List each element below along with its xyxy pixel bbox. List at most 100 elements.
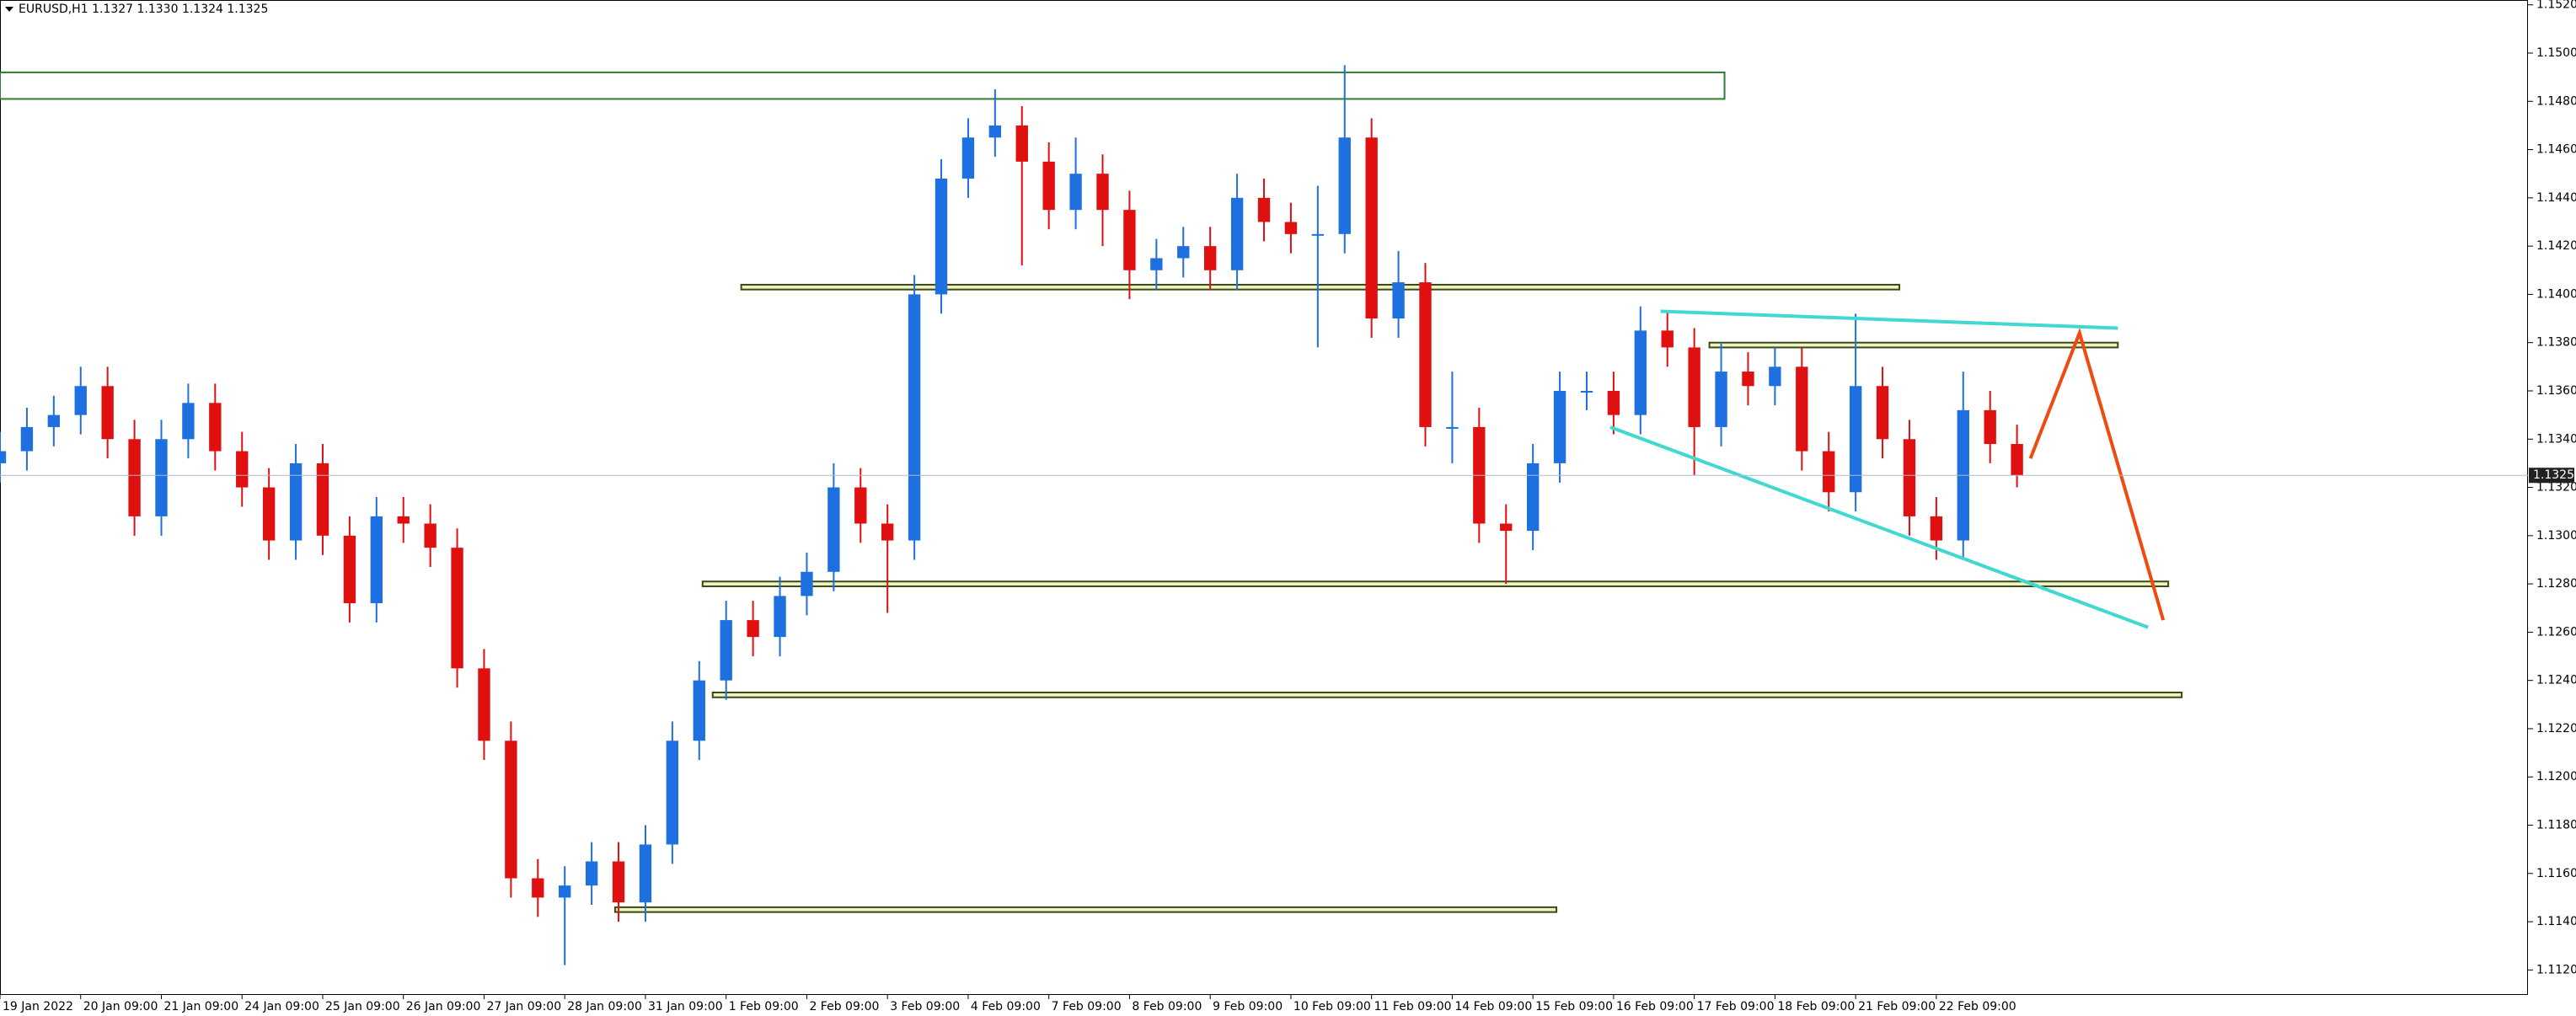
last-price-label: 1.1325: [2533, 468, 2574, 482]
candle-body: [316, 463, 329, 536]
trend-line: [2028, 328, 2166, 621]
x-tick-label: 4 Feb 09:00: [971, 1000, 1041, 1013]
y-tick-label: 1.1220: [2536, 722, 2576, 735]
x-tick-label: 11 Feb 09:00: [1374, 1000, 1452, 1013]
candle-body: [1823, 451, 1835, 493]
candle-body: [612, 861, 625, 903]
x-tick-label: 7 Feb 09:00: [1052, 1000, 1122, 1013]
x-tick-label: 27 Jan 09:00: [486, 1000, 561, 1013]
candle-body: [1742, 372, 1754, 387]
candle-body: [1150, 258, 1163, 270]
y-tick-label: 1.1300: [2536, 529, 2576, 543]
price-zone: [740, 283, 1900, 291]
y-tick-label: 1.1360: [2536, 384, 2576, 398]
candle-body: [666, 741, 679, 845]
candle-body: [1338, 137, 1351, 234]
y-tick-label: 1.1240: [2536, 674, 2576, 687]
candle-body: [505, 741, 517, 879]
candle-body: [1661, 330, 1674, 348]
x-tick-label: 8 Feb 09:00: [1132, 1000, 1202, 1013]
candle-body: [1069, 174, 1082, 211]
y-tick-label: 1.1160: [2536, 867, 2576, 880]
candle-body: [2011, 443, 2023, 476]
candle-body: [1688, 347, 1700, 427]
y-tick-label: 1.1480: [2536, 94, 2576, 108]
candle-body: [1796, 366, 1808, 452]
x-tick-label: 22 Feb 09:00: [1939, 1000, 2016, 1013]
candle-body: [908, 294, 921, 541]
candle-body: [128, 439, 141, 516]
x-tick-label: 3 Feb 09:00: [890, 1000, 960, 1013]
candle-body: [854, 487, 867, 524]
candle-body: [532, 878, 544, 898]
price-zone: [614, 906, 1558, 913]
x-tick-label: 2 Feb 09:00: [809, 1000, 879, 1013]
candle-body: [20, 426, 34, 452]
symbol-menu-arrow[interactable]: [5, 7, 13, 12]
price-zone: [711, 691, 2183, 698]
candle-body: [988, 125, 1002, 138]
y-tick-label: 1.1180: [2536, 819, 2576, 832]
candle-body: [236, 451, 249, 488]
candle-body: [1769, 366, 1781, 387]
y-tick-label: 1.1280: [2536, 577, 2576, 591]
candle-body: [1634, 330, 1647, 415]
candle-body: [1930, 516, 1943, 541]
candle-body: [1903, 439, 1916, 516]
candle-body: [1984, 409, 1996, 444]
last-price-box: [2529, 468, 2574, 484]
x-tick-label: 10 Feb 09:00: [1293, 1000, 1371, 1013]
y-tick-label: 1.1260: [2536, 625, 2576, 639]
y-tick-label: 1.1380: [2536, 336, 2576, 350]
y-tick-label: 1.1200: [2536, 770, 2576, 783]
candle-body: [639, 844, 652, 903]
candle-body: [693, 680, 705, 741]
candle-body: [827, 487, 840, 572]
price-zone: [0, 71, 1726, 100]
y-tick-label: 1.1120: [2536, 963, 2576, 976]
candle-body: [961, 137, 975, 179]
candle-body: [935, 178, 948, 295]
x-tick-label: 14 Feb 09:00: [1454, 1000, 1532, 1013]
candle-body: [1526, 463, 1540, 532]
price-zone: [701, 580, 2170, 587]
candle-body: [585, 861, 598, 886]
trend-line: [1609, 425, 2149, 629]
y-tick-label: 1.1420: [2536, 239, 2576, 253]
trend-line: [1660, 309, 2118, 330]
candle-body: [559, 885, 571, 898]
x-tick-label: 25 Jan 09:00: [325, 1000, 400, 1013]
candle-body: [74, 386, 87, 415]
y-tick-label: 1.1340: [2536, 432, 2576, 446]
x-tick-label: 21 Feb 09:00: [1858, 1000, 1936, 1013]
symbol-info: EURUSD,H1 1.1327 1.1330 1.1324 1.1325: [19, 3, 268, 16]
candle-body: [1365, 137, 1378, 319]
x-tick-label: 1 Feb 09:00: [729, 1000, 799, 1013]
candle-body: [343, 535, 356, 604]
candle-body: [1849, 386, 1862, 493]
x-tick-label: 16 Feb 09:00: [1616, 1000, 1694, 1013]
candle-body: [47, 414, 61, 427]
candle-body: [1203, 246, 1217, 270]
y-tick-label: 1.1460: [2536, 143, 2576, 157]
x-tick-label: 21 Jan 09:00: [163, 1000, 238, 1013]
candle-body: [209, 403, 222, 452]
candle-body: [1311, 233, 1325, 236]
y-tick-label: 1.1140: [2536, 915, 2576, 928]
candle-body: [262, 487, 276, 541]
candle-body: [370, 516, 383, 604]
candle-body: [1419, 282, 1432, 427]
candle-body: [1553, 390, 1566, 463]
candle-body: [478, 668, 490, 741]
candle-body: [289, 463, 303, 541]
candle-body: [881, 523, 894, 541]
candle-body: [1607, 390, 1620, 415]
candle-body: [1876, 386, 1889, 440]
x-tick-label: 24 Jan 09:00: [244, 1000, 319, 1013]
candle-body: [1580, 390, 1593, 393]
candle-body: [720, 620, 732, 681]
candle-body: [774, 596, 786, 638]
x-tick-label: 19 Jan 2022: [3, 1000, 73, 1013]
candle-body: [155, 439, 168, 516]
